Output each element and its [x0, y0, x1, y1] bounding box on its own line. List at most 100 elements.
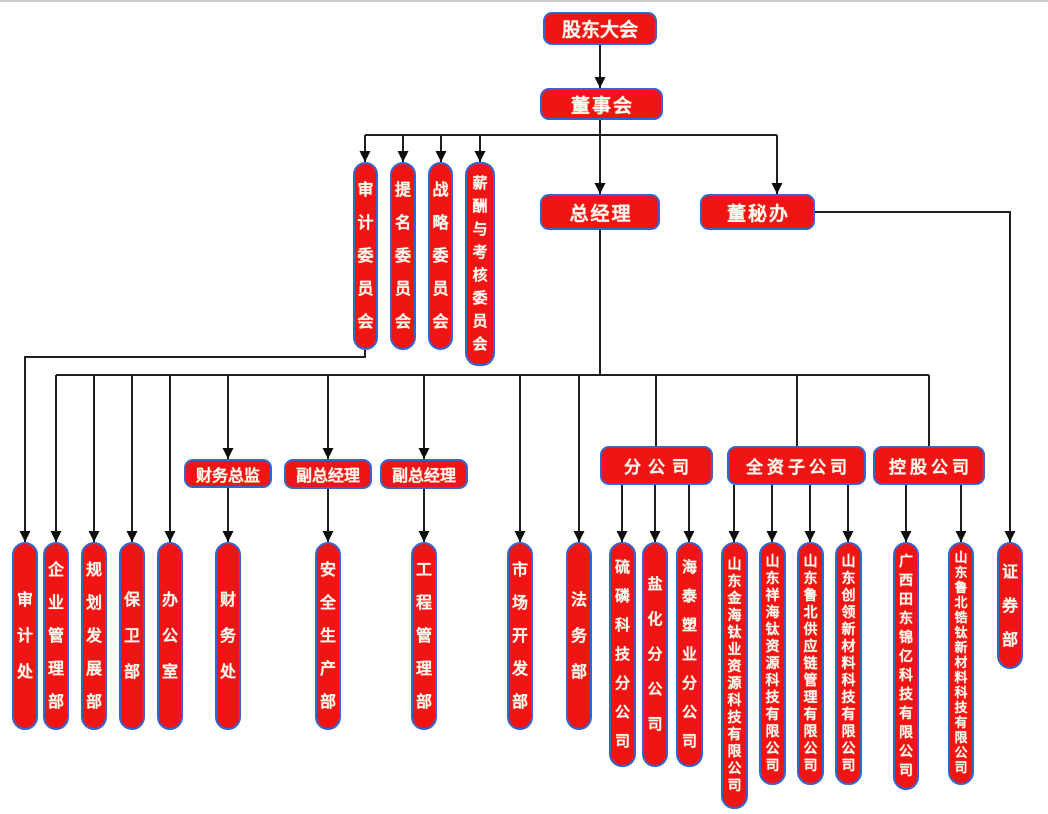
label-char: 技: [727, 710, 742, 726]
org-node-label: 广西田东锦亿科技有限公司: [895, 544, 917, 788]
label-char: 司: [681, 732, 697, 750]
label-char: 钛: [765, 621, 780, 638]
org-node-guangxi-tiandong-jinyi: 广西田东锦亿科技有限公司: [893, 542, 919, 790]
label-char: 展: [85, 659, 102, 678]
label-char: 料: [954, 671, 968, 686]
label-char: 部: [1001, 629, 1018, 649]
label-char: 安: [319, 560, 336, 579]
org-node-label: 副总经理: [382, 461, 466, 487]
arrowhead-icon: [649, 531, 661, 542]
label-char: 会: [394, 312, 411, 331]
label-char: 西: [899, 572, 913, 589]
label-char: 钛: [727, 625, 742, 641]
label-char: 材: [954, 656, 968, 671]
label-char: 程: [415, 593, 432, 612]
org-node-label: 安全生产部: [317, 544, 339, 728]
org-node-securities-dept: 证券部: [997, 542, 1023, 669]
label-text: 股东大会: [561, 19, 638, 41]
label-char: 东: [803, 570, 818, 587]
label-char: 部: [123, 662, 140, 681]
org-node-label: 财务总监: [186, 461, 270, 486]
org-node-salt-chemical-branch: 盐化分公司: [642, 542, 668, 767]
label-char: 限: [954, 731, 968, 746]
label-char: 链: [803, 655, 818, 672]
label-char: 部: [570, 662, 587, 681]
label-char: 产: [319, 659, 336, 678]
label-char: 司: [727, 778, 742, 794]
label-char: 分: [647, 645, 663, 663]
label-char: 管: [47, 626, 64, 645]
label-char: 料: [841, 655, 856, 672]
label-char: 公: [899, 743, 913, 760]
label-char: 计: [357, 213, 374, 232]
label-char: 全: [319, 593, 336, 612]
org-node-label: 工程管理部: [413, 544, 435, 728]
label-char: 会: [432, 312, 449, 331]
label-char: 科: [841, 672, 856, 689]
org-node-planning-development-dept: 规划发展部: [81, 542, 107, 730]
org-node-label: 总经理: [542, 196, 658, 228]
label-char: 办: [161, 590, 178, 609]
arrowhead-icon: [1004, 531, 1016, 542]
label-char: 务: [219, 626, 236, 645]
org-node-branch-companies: 分公司: [600, 446, 713, 485]
label-char: 员: [432, 279, 449, 298]
label-char: 划: [85, 593, 102, 612]
org-node-shandong-jinhai-titanium: 山东金海钛业资源科技有限公司: [721, 542, 748, 809]
label-char: 有: [803, 706, 818, 723]
org-node-compensation-assessment-committee: 薪酬与考核委员会: [465, 162, 495, 366]
label-char: 鲁: [803, 587, 818, 604]
arrowhead-icon: [359, 151, 371, 162]
org-node-label: 硫磷科技分公司: [611, 544, 634, 765]
org-node-label: 山东创领新材料科技有限公司: [837, 544, 860, 783]
label-char: 司: [647, 715, 663, 733]
arrowhead-icon: [514, 531, 526, 542]
arrowhead-icon: [222, 448, 234, 459]
label-char: 限: [803, 723, 818, 740]
arrowhead-icon: [900, 531, 912, 542]
label-char: 限: [765, 723, 780, 740]
label-char: 资: [765, 638, 780, 655]
arrowhead-icon: [766, 531, 778, 542]
label-char: 考: [472, 243, 488, 261]
org-node-board-of-directors: 董事会: [540, 88, 663, 120]
label-char: 公: [765, 740, 780, 757]
arrowhead-icon: [955, 531, 967, 542]
label-char: 管: [803, 672, 818, 689]
org-node-nomination-committee: 提名委员会: [390, 162, 416, 350]
connector-line: [24, 350, 366, 542]
label-char: 有: [954, 716, 968, 731]
arrowhead-icon: [19, 531, 31, 542]
label-char: 卫: [123, 626, 140, 645]
label-char: 委: [357, 246, 374, 265]
label-char: 限: [727, 744, 742, 760]
label-char: 泰: [681, 587, 697, 605]
org-node-label: 董事会: [542, 90, 661, 118]
label-char: 会: [472, 335, 488, 353]
label-char: 科: [727, 693, 742, 709]
label-char: 技: [765, 689, 780, 706]
org-node-label: 办公室: [159, 544, 181, 728]
org-node-haitai-plastics-branch: 海泰塑业分公司: [676, 542, 703, 767]
org-node-engineering-management-dept: 工程管理部: [411, 542, 437, 730]
label-char: 法: [570, 590, 587, 609]
label-text: 副总经理: [391, 466, 456, 485]
org-node-board-secretary-office: 董秘办: [700, 194, 815, 230]
org-node-audit-office: 审计处: [12, 542, 38, 730]
label-char: 东: [727, 574, 742, 590]
arrowhead-icon: [164, 531, 176, 542]
label-text: 控股公司: [889, 458, 973, 478]
org-node-label: 市场开发部: [509, 544, 531, 728]
label-char: 企: [47, 560, 64, 579]
label-char: 山: [803, 553, 818, 570]
label-char: 业: [681, 645, 697, 663]
label-char: 田: [899, 591, 913, 608]
label-char: 锆: [954, 611, 968, 626]
org-node-label: 控股公司: [875, 448, 983, 483]
org-node-sulfur-phosphorus-tech-branch: 硫磷科技分公司: [609, 542, 636, 767]
org-node-label: 提名委员会: [392, 164, 414, 348]
label-char: 部: [511, 692, 528, 711]
org-node-deputy-general-manager-1: 副总经理: [284, 459, 372, 489]
label-char: 科: [614, 616, 630, 634]
